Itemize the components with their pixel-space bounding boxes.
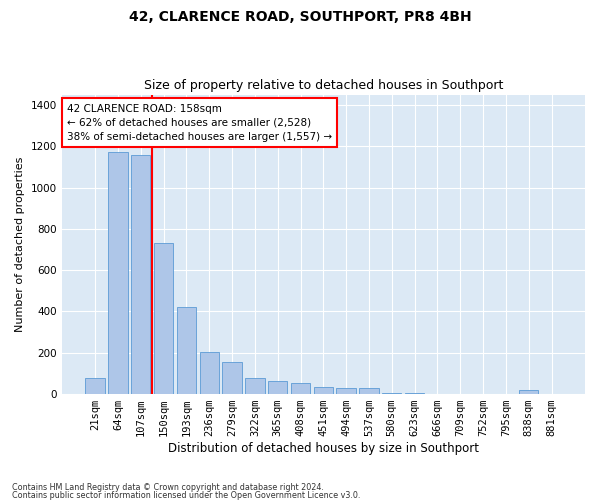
Bar bbox=[382, 393, 401, 394]
Bar bbox=[519, 390, 538, 394]
Title: Size of property relative to detached houses in Southport: Size of property relative to detached ho… bbox=[143, 79, 503, 92]
Text: Contains public sector information licensed under the Open Government Licence v3: Contains public sector information licen… bbox=[12, 490, 361, 500]
Text: 42 CLARENCE ROAD: 158sqm
← 62% of detached houses are smaller (2,528)
38% of sem: 42 CLARENCE ROAD: 158sqm ← 62% of detach… bbox=[67, 104, 332, 142]
Bar bbox=[223, 362, 242, 394]
Bar bbox=[177, 308, 196, 394]
Text: Contains HM Land Registry data © Crown copyright and database right 2024.: Contains HM Land Registry data © Crown c… bbox=[12, 484, 324, 492]
Bar bbox=[359, 388, 379, 394]
Bar bbox=[405, 393, 424, 394]
Bar bbox=[291, 382, 310, 394]
Bar bbox=[268, 380, 287, 394]
Y-axis label: Number of detached properties: Number of detached properties bbox=[15, 156, 25, 332]
Bar bbox=[131, 156, 151, 394]
Bar bbox=[245, 378, 265, 394]
Bar bbox=[337, 388, 356, 394]
Bar bbox=[85, 378, 105, 394]
Bar bbox=[314, 387, 333, 394]
Bar bbox=[200, 352, 219, 394]
Text: 42, CLARENCE ROAD, SOUTHPORT, PR8 4BH: 42, CLARENCE ROAD, SOUTHPORT, PR8 4BH bbox=[128, 10, 472, 24]
Bar bbox=[154, 244, 173, 394]
X-axis label: Distribution of detached houses by size in Southport: Distribution of detached houses by size … bbox=[168, 442, 479, 455]
Bar bbox=[108, 152, 128, 394]
